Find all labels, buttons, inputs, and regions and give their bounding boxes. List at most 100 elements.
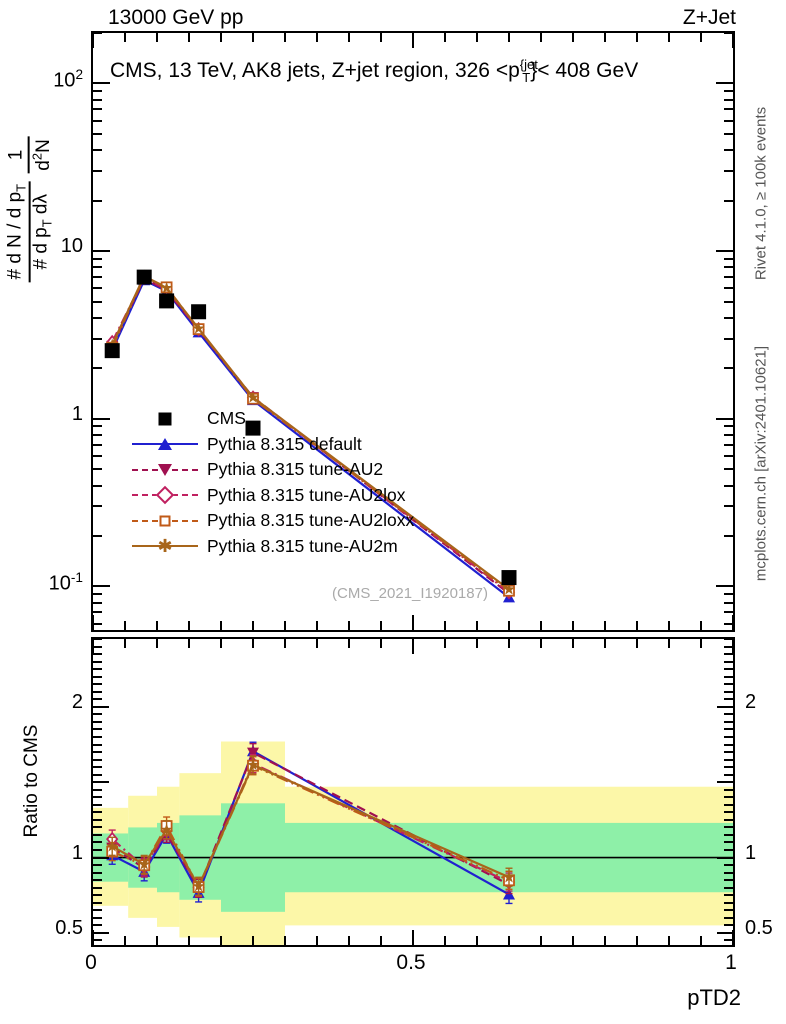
axis-tick	[348, 639, 350, 648]
axis-tick	[732, 615, 734, 630]
axis-tick	[717, 781, 733, 784]
axis-tick	[93, 705, 109, 708]
axis-tick	[93, 660, 102, 663]
axis-tick	[724, 287, 733, 290]
axis-tick	[220, 621, 222, 630]
axis-tick	[412, 930, 414, 945]
axis-tick	[700, 33, 702, 42]
legend-label-au2lox: Pythia 8.315 tune-AU2lox	[207, 484, 406, 505]
axis-tick	[668, 936, 670, 945]
axis-tick	[724, 660, 733, 663]
axis-tick	[724, 841, 733, 844]
diamond-open-icon	[155, 486, 175, 505]
axis-tick	[93, 593, 102, 596]
axis-tick	[724, 653, 733, 656]
legend-key-cms	[132, 408, 198, 430]
axis-tick	[93, 417, 110, 420]
square-open-icon	[159, 515, 171, 527]
axis-tick	[93, 622, 102, 625]
axis-tick	[93, 901, 102, 904]
axis-tick	[93, 939, 102, 942]
y-tick-label-main: 1	[71, 402, 83, 425]
axis-tick	[668, 639, 670, 648]
axis-tick	[717, 856, 733, 859]
axis-tick	[156, 621, 158, 630]
legend-item-au2m[interactable]: ✱ Pythia 8.315 tune-AU2m	[132, 534, 414, 560]
legend-item-default[interactable]: Pythia 8.315 default	[132, 432, 414, 458]
process-label: Z+Jet	[682, 6, 736, 29]
axis-tick	[444, 621, 446, 630]
plot-title-post: }< 408 GeV	[530, 59, 639, 82]
axis-tick	[93, 82, 110, 85]
analysis-id-watermark: (CMS_2021_I1920187)	[332, 585, 488, 602]
axis-tick	[93, 818, 102, 821]
axis-tick	[93, 766, 102, 769]
axis-tick	[540, 621, 542, 630]
axis-tick	[93, 149, 102, 152]
axis-tick	[572, 621, 574, 630]
axis-tick	[93, 826, 102, 829]
axis-tick	[93, 32, 102, 34]
legend-item-au2[interactable]: Pythia 8.315 tune-AU2	[132, 457, 414, 483]
axis-tick	[724, 611, 733, 614]
axis-tick	[93, 909, 102, 912]
axis-tick	[93, 132, 102, 135]
axis-tick	[724, 811, 733, 814]
axis-tick	[93, 119, 102, 122]
axis-tick	[700, 936, 702, 945]
axis-tick	[444, 936, 446, 945]
axis-tick	[124, 621, 126, 630]
axis-tick	[724, 622, 733, 625]
axis-tick	[156, 936, 158, 945]
axis-tick	[724, 871, 733, 874]
axis-tick	[724, 924, 733, 927]
axis-tick	[508, 33, 510, 42]
data-marker-star	[246, 758, 260, 771]
axis-tick	[156, 639, 158, 648]
axis-tick	[724, 758, 733, 761]
axis-tick	[724, 675, 733, 678]
legend-key-au2	[132, 459, 198, 481]
axis-tick	[92, 33, 94, 48]
axis-tick	[724, 818, 733, 821]
axis-tick	[316, 639, 318, 648]
axis-tick	[724, 788, 733, 791]
axis-tick	[476, 936, 478, 945]
axis-tick	[732, 930, 733, 945]
legend-item-au2loxx[interactable]: Pythia 8.315 tune-AU2loxx	[132, 508, 414, 534]
axis-tick	[444, 639, 446, 648]
axis-tick	[724, 668, 733, 671]
y-tick-label-main: 10-1	[48, 570, 83, 596]
axis-tick	[93, 916, 102, 919]
axis-tick	[724, 443, 733, 446]
axis-tick	[540, 639, 542, 648]
axis-tick	[572, 936, 574, 945]
axis-tick	[724, 939, 733, 942]
axis-tick	[724, 864, 733, 867]
axis-tick	[412, 615, 414, 630]
y-tick-label-main: 10	[60, 235, 83, 258]
axis-tick	[636, 621, 638, 630]
axis-tick	[724, 337, 733, 340]
axis-tick	[93, 601, 102, 604]
axis-tick	[724, 720, 733, 723]
axis-tick	[732, 33, 734, 48]
legend-item-cms[interactable]: CMS	[132, 406, 414, 432]
axis-tick	[220, 936, 222, 945]
data-marker-square-filled	[501, 570, 517, 586]
y-tick-label-ratio: 0.5	[55, 916, 83, 939]
ratio-plot-svg	[93, 741, 733, 945]
legend-item-au2lox[interactable]: Pythia 8.315 tune-AU2lox	[132, 483, 414, 509]
data-marker-star	[160, 281, 173, 294]
axis-tick	[316, 936, 318, 945]
y-tick-label-ratio: 2	[71, 690, 83, 713]
axis-tick	[724, 683, 733, 686]
axis-tick	[724, 300, 733, 303]
legend-label-cms: CMS	[207, 408, 246, 428]
axis-tick	[252, 33, 254, 42]
axis-tick	[724, 886, 733, 889]
axis-tick	[724, 743, 733, 746]
axis-tick	[93, 841, 102, 844]
axis-tick	[93, 645, 102, 648]
legend-label-au2: Pythia 8.315 tune-AU2	[207, 459, 384, 479]
